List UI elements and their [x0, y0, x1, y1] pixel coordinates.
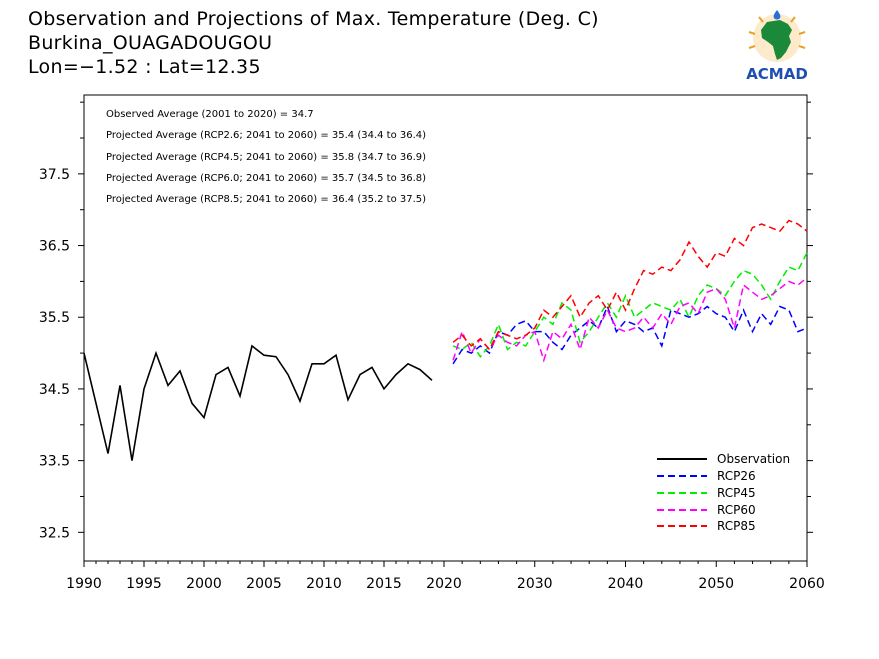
y-tick-label: 32.5	[39, 525, 70, 541]
annotation-rcp60-average: Projected Average (RCP6.0; 2041 to 2060)…	[106, 173, 426, 184]
x-tick-label: 2005	[246, 576, 282, 592]
x-tick-label: 1995	[126, 576, 162, 592]
annotations-block: Observed Average (2001 to 2020) = 34.7 P…	[106, 109, 426, 205]
y-tick-label: 37.5	[39, 167, 70, 183]
series-line-rcp60	[452, 277, 808, 363]
annotation-rcp45-average: Projected Average (RCP4.5; 2041 to 2060)…	[106, 152, 426, 163]
x-tick-label: 2020	[426, 576, 462, 592]
series-line-rcp26	[452, 304, 808, 365]
station-coordinates: Lon=−1.52 : Lat=12.35	[28, 56, 261, 78]
series-line-rcp85	[452, 219, 808, 351]
y-tick-label: 36.5	[39, 239, 70, 255]
x-tick-label: 2015	[366, 576, 402, 592]
legend-label-rcp26: RCP26	[717, 469, 756, 483]
legend-label-rcp45: RCP45	[717, 486, 756, 500]
logo-drop-icon	[773, 10, 781, 20]
y-tick-label: 35.5	[39, 310, 70, 326]
logo-text: ACMAD	[746, 65, 808, 83]
axis-ticks: 32.5 33.5 34.5 35.5 36.5 37.5 1990 1995 2000 2005…	[39, 101, 825, 592]
x-tick-label: 2000	[186, 576, 222, 592]
legend-label-observation: Observation	[717, 452, 790, 466]
annotation-observed-average: Observed Average (2001 to 2020) = 34.7	[106, 109, 314, 120]
annotation-rcp85-average: Projected Average (RCP8.5; 2041 to 2060)…	[106, 194, 426, 205]
series-line-rcp45	[452, 252, 808, 358]
plot-frame	[83, 94, 808, 562]
chart-title: Observation and Projections of Max. Temp…	[28, 8, 599, 30]
legend-label-rcp60: RCP60	[717, 503, 756, 517]
series-line-observation	[83, 344, 433, 461]
y-tick-label: 33.5	[39, 454, 70, 470]
x-tick-label: 2030	[517, 576, 553, 592]
annotation-rcp26-average: Projected Average (RCP2.6; 2041 to 2060)…	[106, 130, 426, 141]
x-tick-label: 1990	[66, 576, 102, 592]
legend: Observation RCP26 RCP45 RCP60 RCP85	[657, 452, 790, 533]
x-tick-label: 2040	[608, 576, 644, 592]
x-tick-label: 2010	[306, 576, 342, 592]
x-tick-label: 2060	[789, 576, 825, 592]
acmad-logo: ACMAD	[746, 10, 808, 83]
y-tick-label: 34.5	[39, 382, 70, 398]
legend-label-rcp85: RCP85	[717, 519, 756, 533]
x-tick-label: 2050	[698, 576, 734, 592]
logo-africa-icon	[761, 20, 792, 60]
series-layer	[83, 219, 808, 461]
station-name: Burkina_OUAGADOUGOU	[28, 32, 273, 54]
